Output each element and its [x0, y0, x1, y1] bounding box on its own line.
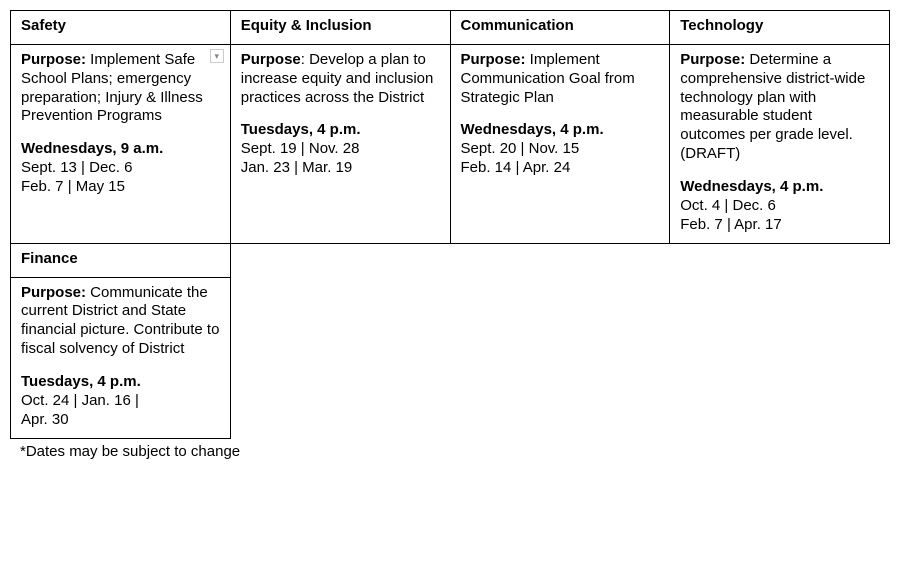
- purpose-label: Purpose: [241, 51, 301, 68]
- dates-line-2: Apr. 30: [21, 411, 220, 428]
- header-row-2: Finance: [11, 243, 890, 277]
- purpose-label: Purpose:: [680, 51, 745, 68]
- cell-safety: ▾ Purpose: Implement Safe School Plans; …: [11, 45, 231, 244]
- dates-line-1: Sept. 13 | Dec. 6: [21, 159, 220, 176]
- purpose-label: Purpose:: [21, 284, 86, 301]
- cell-communication: Purpose: Implement Communication Goal fr…: [450, 45, 670, 244]
- dropdown-icon[interactable]: ▾: [210, 49, 224, 63]
- dates-line-1: Oct. 24 | Jan. 16 |: [21, 392, 220, 409]
- cell-finance: Purpose: Communicate the current Distric…: [11, 277, 231, 438]
- purpose-label: Purpose:: [461, 51, 526, 68]
- dates-line-1: Oct. 4 | Dec. 6: [680, 197, 879, 214]
- dates-line-1: Sept. 19 | Nov. 28: [241, 140, 440, 157]
- schedule-label: Tuesdays, 4 p.m.: [241, 121, 440, 138]
- cell-equity: Purpose: Develop a plan to increase equi…: [230, 45, 450, 244]
- col-header-technology: Technology: [670, 11, 890, 45]
- schedule-label: Tuesdays, 4 p.m.: [21, 373, 220, 390]
- empty-region: [230, 243, 889, 438]
- dates-line-2: Jan. 23 | Mar. 19: [241, 159, 440, 176]
- body-row-1: ▾ Purpose: Implement Safe School Plans; …: [11, 45, 890, 244]
- dates-line-2: Feb. 14 | Apr. 24: [461, 159, 660, 176]
- header-row-1: Safety Equity & Inclusion Communication …: [11, 11, 890, 45]
- col-header-equity: Equity & Inclusion: [230, 11, 450, 45]
- dates-line-1: Sept. 20 | Nov. 15: [461, 140, 660, 157]
- schedule-label: Wednesdays, 4 p.m.: [461, 121, 660, 138]
- col-header-safety: Safety: [11, 11, 231, 45]
- cell-technology: Purpose: Determine a comprehensive distr…: [670, 45, 890, 244]
- purpose-label: Purpose:: [21, 51, 86, 68]
- footnote-text: *Dates may be subject to change: [10, 443, 890, 460]
- col-header-finance: Finance: [11, 243, 231, 277]
- col-header-communication: Communication: [450, 11, 670, 45]
- dates-line-2: Feb. 7 | Apr. 17: [680, 216, 879, 233]
- dates-line-2: Feb. 7 | May 15: [21, 178, 220, 195]
- committee-table: Safety Equity & Inclusion Communication …: [10, 10, 890, 439]
- schedule-label: Wednesdays, 9 a.m.: [21, 140, 220, 157]
- schedule-label: Wednesdays, 4 p.m.: [680, 178, 879, 195]
